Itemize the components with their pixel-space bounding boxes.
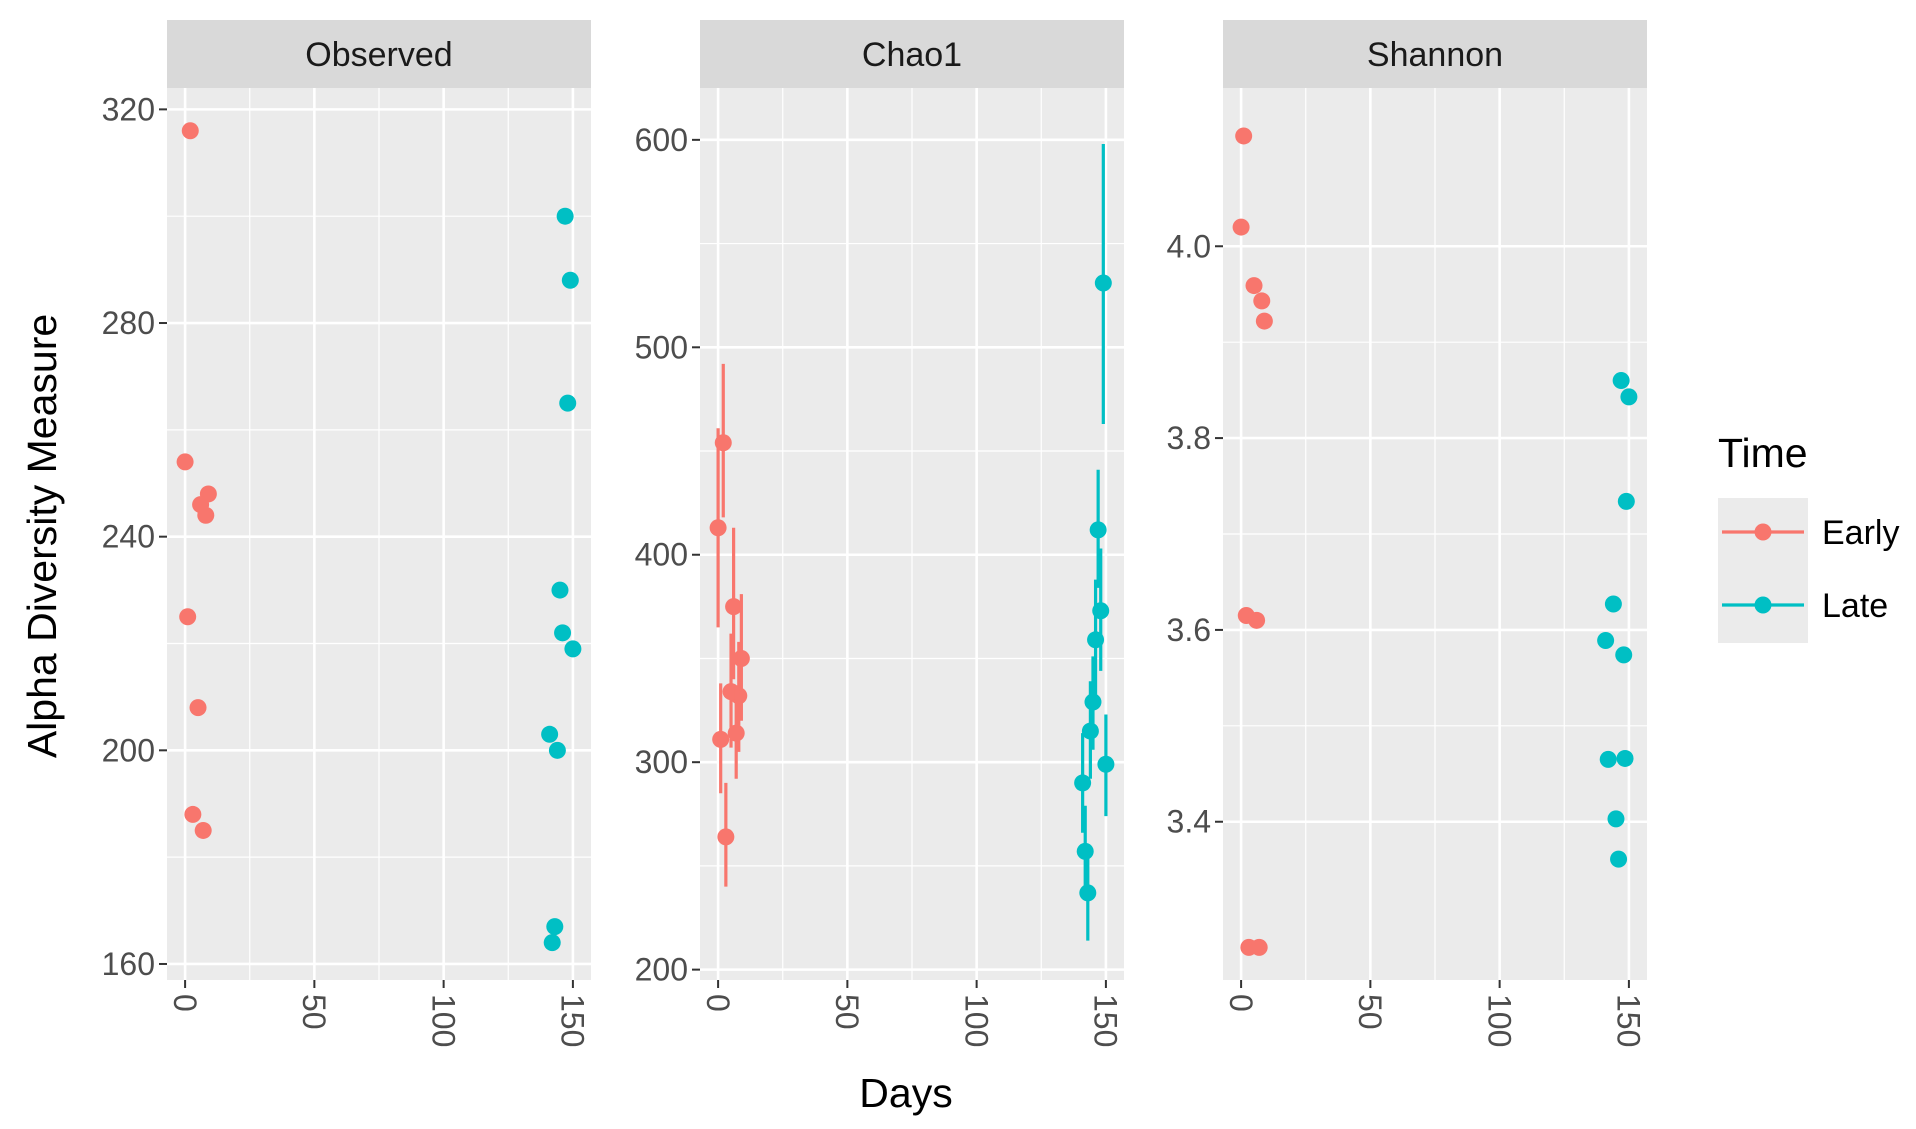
data-point-early xyxy=(1253,292,1271,310)
data-point-early xyxy=(184,805,202,823)
y-tick-label: 280 xyxy=(102,305,155,341)
data-point-early xyxy=(181,122,199,140)
y-tick-label: 4.0 xyxy=(1167,228,1211,264)
data-point-early xyxy=(717,828,735,846)
data-point-late xyxy=(1076,842,1094,860)
x-tick-label: 50 xyxy=(296,994,332,1030)
data-point-late xyxy=(1079,884,1097,902)
data-point-early xyxy=(179,608,197,626)
legend-key-point xyxy=(1754,596,1772,614)
y-tick-label: 200 xyxy=(102,732,155,768)
data-point-early xyxy=(725,598,743,616)
data-point-early xyxy=(1255,312,1273,330)
x-tick-label: 150 xyxy=(555,994,591,1047)
y-tick-label: 3.4 xyxy=(1167,804,1211,840)
y-tick-label: 500 xyxy=(635,329,688,365)
data-point-late xyxy=(541,725,559,743)
y-tick-label: 240 xyxy=(102,519,155,555)
data-point-late xyxy=(546,918,564,936)
x-tick-label: 0 xyxy=(1223,994,1259,1012)
data-point-early xyxy=(1245,277,1263,295)
data-point-late xyxy=(1087,631,1105,649)
legend: Time Early Late xyxy=(1718,430,1899,643)
data-point-late xyxy=(554,624,572,642)
data-point-early xyxy=(732,649,750,667)
data-point-late xyxy=(561,271,579,289)
data-point-early xyxy=(176,453,194,471)
data-point-late xyxy=(1089,521,1107,539)
data-point-late xyxy=(1620,388,1638,406)
data-point-late xyxy=(1604,595,1622,613)
y-tick-label: 400 xyxy=(635,537,688,573)
x-axis-title: Days xyxy=(859,1070,952,1116)
data-point-late xyxy=(556,207,574,225)
data-point-late xyxy=(1097,755,1115,773)
data-point-late xyxy=(1094,274,1112,292)
x-tick-label: 100 xyxy=(958,994,994,1047)
data-point-late xyxy=(1074,774,1092,792)
data-point-early xyxy=(194,821,212,839)
data-point-early xyxy=(1232,218,1250,236)
data-point-early xyxy=(1250,938,1268,956)
x-tick-label: 100 xyxy=(425,994,461,1047)
x-tick-label: 50 xyxy=(1352,994,1388,1030)
x-tick-label: 0 xyxy=(700,994,736,1012)
facet-strip-label: Observed xyxy=(305,36,452,74)
data-point-late xyxy=(559,394,577,412)
data-point-late xyxy=(1084,693,1102,711)
facet-strip-label: Chao1 xyxy=(862,36,962,74)
data-point-late xyxy=(1607,810,1625,828)
data-point-late xyxy=(1081,722,1099,740)
y-tick-label: 160 xyxy=(102,946,155,982)
facet-strip xyxy=(1223,20,1647,88)
legend-label-early: Early xyxy=(1822,514,1899,552)
y-tick-label: 3.8 xyxy=(1167,420,1211,456)
x-tick-label: 100 xyxy=(1481,994,1517,1047)
x-tick-label: 0 xyxy=(167,994,203,1012)
facet-strip xyxy=(167,20,591,88)
data-point-late xyxy=(1616,749,1634,767)
data-point-late xyxy=(1612,372,1630,390)
data-point-late xyxy=(1610,850,1628,868)
data-point-early xyxy=(189,699,207,717)
data-point-early xyxy=(197,506,215,524)
y-tick-label: 600 xyxy=(635,122,688,158)
facet-chao1: Chao1 0 50 100 150 200 300 400 500 600 xyxy=(635,20,1124,1047)
data-point-late xyxy=(551,581,569,599)
data-point-early xyxy=(1235,127,1253,145)
data-point-late xyxy=(1617,492,1635,510)
facet-strip-label: Shannon xyxy=(1367,36,1503,74)
data-point-early xyxy=(712,730,730,748)
y-tick-label: 300 xyxy=(635,744,688,780)
x-tick-label: 50 xyxy=(829,994,865,1030)
data-point-late xyxy=(1597,631,1615,649)
y-tick-label: 320 xyxy=(102,91,155,127)
data-point-late xyxy=(1615,646,1633,664)
facet-strip xyxy=(700,20,1124,88)
x-tick-label: 150 xyxy=(1611,994,1647,1047)
legend-key-point xyxy=(1754,523,1772,541)
y-axis-title: Alpha Diversity Measure xyxy=(19,314,65,758)
facet-observed: Observed 0 50 100 150 160 200 240 280 320 xyxy=(102,20,591,1047)
y-tick-label: 3.6 xyxy=(1167,612,1211,648)
data-point-late xyxy=(548,741,566,759)
data-point-early xyxy=(727,724,745,742)
data-point-late xyxy=(1599,750,1617,768)
y-tick-label: 200 xyxy=(635,952,688,988)
x-tick-label: 150 xyxy=(1088,994,1124,1047)
legend-title: Time xyxy=(1718,430,1808,476)
data-point-late xyxy=(543,934,561,952)
data-point-early xyxy=(709,519,727,537)
data-point-early xyxy=(1248,611,1266,629)
legend-label-late: Late xyxy=(1822,587,1888,625)
data-point-late xyxy=(564,640,582,658)
facet-shannon: Shannon 0 50 100 150 3.4 3.6 3.8 4.0 xyxy=(1167,20,1647,1047)
